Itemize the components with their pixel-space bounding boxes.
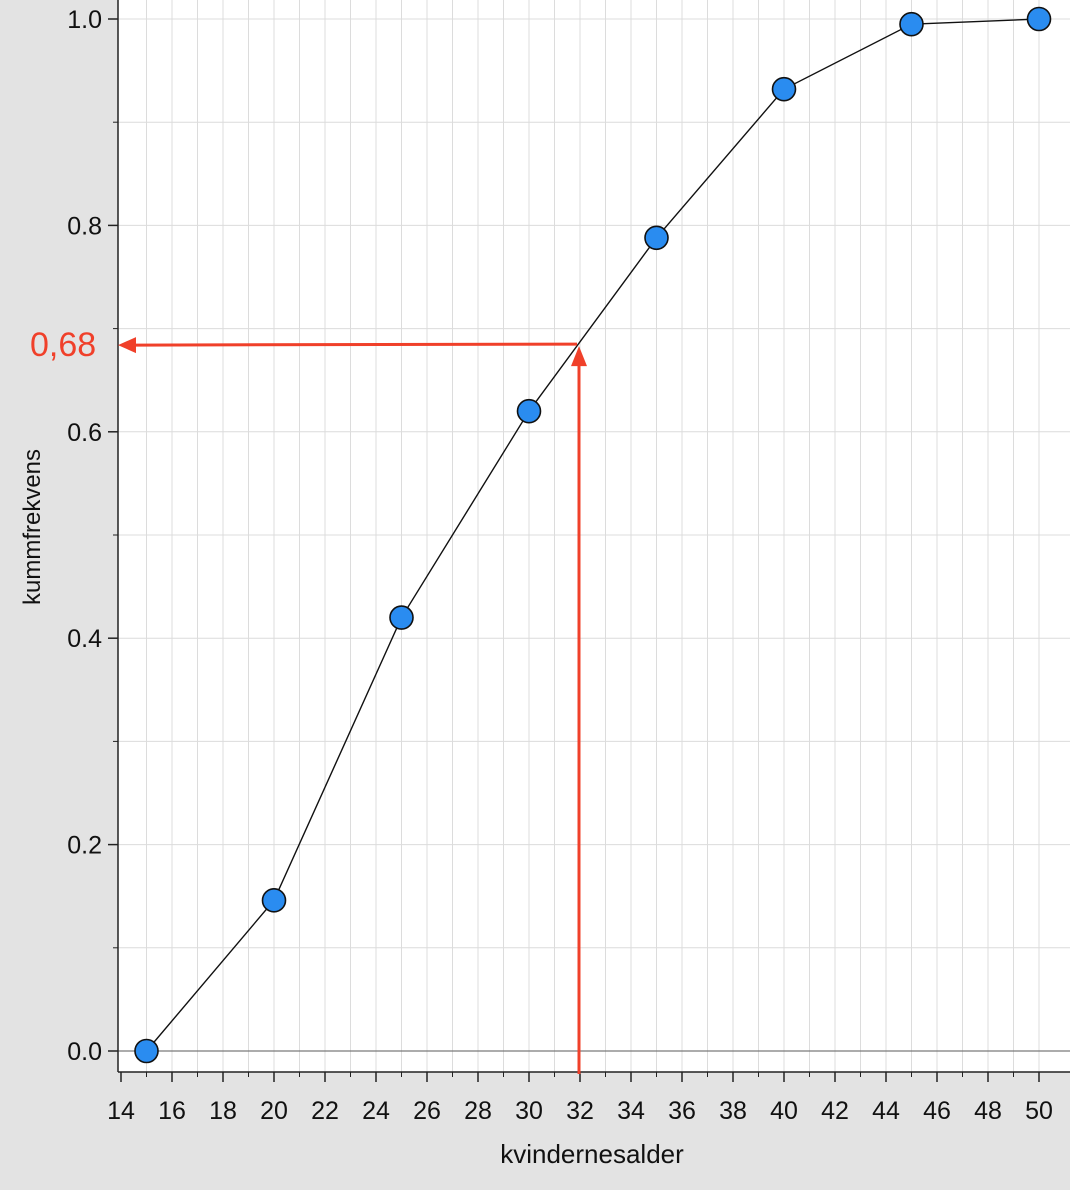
x-tick-label: 18 <box>209 1097 237 1125</box>
data-point <box>516 398 542 424</box>
y-tick-label: 0.8 <box>67 212 102 240</box>
plot-area <box>118 0 1070 1072</box>
y-tick-label: 1.0 <box>67 6 102 34</box>
axes: 14 16 18 20 22 24 26 28 30 32 34 36 38 40 42 44 46 48 50 0.… <box>67 0 1070 1125</box>
data-point <box>899 11 924 37</box>
x-tick-label: 20 <box>260 1097 288 1125</box>
y-axis-label: kummfrekvens <box>19 449 46 605</box>
annotation-horizontal-arrowhead <box>118 337 136 354</box>
x-tick-label: 22 <box>311 1097 339 1125</box>
x-tick-label: 34 <box>617 1097 645 1125</box>
y-tick-label: 0.0 <box>67 1038 102 1066</box>
x-tick-label: 42 <box>821 1097 849 1125</box>
x-tick-label: 26 <box>413 1097 441 1125</box>
axis-labels: kvindernesalder kummfrekvens <box>19 449 684 1169</box>
x-tick-label: 24 <box>362 1097 390 1125</box>
data-point <box>1026 6 1052 32</box>
x-tick-label: 50 <box>1025 1097 1053 1125</box>
annotation-horizontal-arrow <box>135 342 578 347</box>
x-tick-label: 16 <box>158 1097 186 1125</box>
x-tick-label: 36 <box>668 1097 696 1125</box>
y-tick-label: 0.6 <box>67 419 102 447</box>
x-axis-label: kvindernesalder <box>500 1139 684 1169</box>
x-tick-label: 46 <box>923 1097 951 1125</box>
x-tick-label: 40 <box>770 1097 798 1125</box>
data-point <box>134 1038 159 1064</box>
series-line <box>145 18 1040 1052</box>
data-point <box>771 76 797 102</box>
y-tick-label: 0.4 <box>67 625 102 653</box>
data-point <box>389 605 414 630</box>
annotation: 0,68 <box>30 326 587 1074</box>
data-point <box>261 888 287 913</box>
x-tick-label: 14 <box>107 1097 135 1125</box>
annotation-label: 0,68 <box>30 326 96 364</box>
x-tick-label: 38 <box>719 1097 747 1125</box>
annotation-vertical-arrowhead <box>571 346 587 367</box>
data-point <box>644 225 669 251</box>
x-tick-label: 48 <box>974 1097 1002 1125</box>
x-tick-label: 30 <box>515 1097 543 1125</box>
y-tick-label: 0.2 <box>67 832 102 860</box>
x-tick-label: 44 <box>872 1097 900 1125</box>
series <box>134 6 1052 1064</box>
x-tick-label: 32 <box>566 1097 594 1125</box>
x-tick-label: 28 <box>464 1097 492 1125</box>
